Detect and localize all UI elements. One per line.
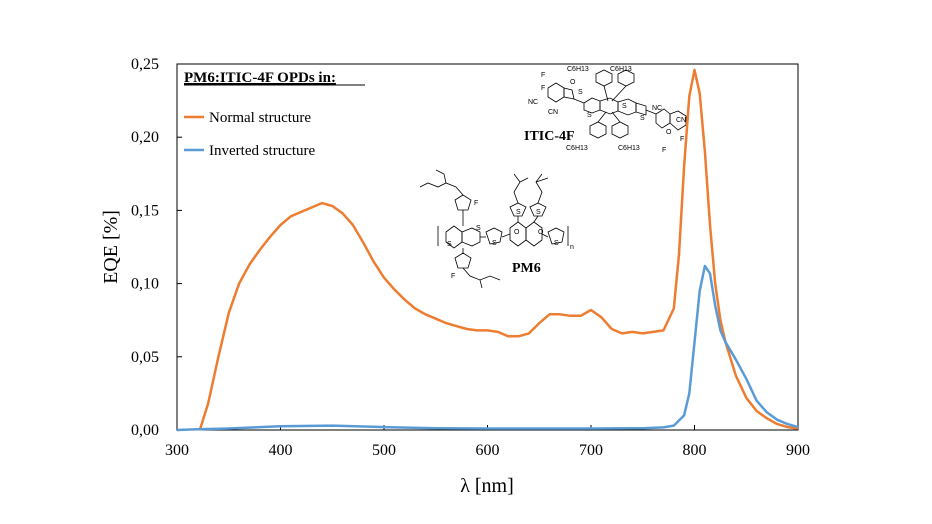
x-axis: 300 400 500 600 700 800 900	[165, 425, 810, 459]
x-tick-label: 700	[579, 442, 603, 459]
itic-atom: O	[570, 79, 576, 86]
itic-atom: C6H13	[566, 145, 588, 152]
itic-atom: F	[541, 85, 545, 92]
pm6-atom: S	[536, 209, 541, 216]
itic-atom: NC	[652, 105, 662, 112]
pm6-atom: S	[492, 240, 497, 247]
itic-atom: CN	[676, 117, 686, 124]
itic-atom: F	[662, 147, 666, 154]
itic-atom: C6H13	[567, 66, 589, 73]
y-tick-label: 0,05	[131, 349, 159, 366]
itic-atom: C6H13	[610, 66, 632, 73]
legend-label-inverted: Inverted structure	[209, 143, 316, 159]
x-axis-label: λ [nm]	[460, 475, 514, 497]
legend: PM6:ITIC-4F OPDs in: Normal structure In…	[184, 70, 365, 159]
itic-atom: CN	[548, 109, 558, 116]
itic-4f-label: ITIC-4F	[524, 129, 575, 144]
pm6-atom: F	[474, 200, 478, 207]
y-axis-label: EQE [%]	[100, 210, 122, 284]
x-tick-label: 400	[269, 442, 293, 459]
x-tick-label: 500	[372, 442, 396, 459]
itic-atom: C6H13	[618, 145, 640, 152]
x-tick-label: 900	[786, 442, 810, 459]
itic-atom: S	[622, 103, 627, 110]
legend-title: PM6:ITIC-4F OPDs in:	[184, 70, 336, 86]
y-tick-label: 0,15	[131, 202, 159, 219]
itic-atom: NC	[528, 99, 538, 106]
y-tick-label: 0,00	[131, 422, 159, 439]
y-tick-label: 0,10	[131, 276, 159, 293]
x-tick-label: 600	[476, 442, 500, 459]
y-tick-label: 0,20	[131, 129, 159, 146]
itic-4f-structure	[547, 69, 687, 139]
legend-label-normal: Normal structure	[209, 110, 311, 126]
y-tick-label: 0,25	[131, 56, 159, 73]
x-tick-label: 300	[165, 442, 189, 459]
pm6-atom: F	[451, 273, 455, 280]
pm6-structure	[419, 169, 569, 289]
pm6-atom: O	[538, 229, 544, 236]
pm6-atom: S	[476, 225, 481, 232]
itic-atom: O	[666, 129, 672, 136]
series-line-inverted	[176, 264, 799, 432]
itic-atom: S	[578, 89, 583, 96]
pm6-atom: S	[516, 209, 521, 216]
x-tick-label: 800	[683, 442, 707, 459]
pm6-atom: O	[514, 229, 520, 236]
series-line-normal	[198, 68, 799, 431]
itic-atom: F	[541, 72, 545, 79]
itic-atom: S	[640, 115, 645, 122]
series-lines	[176, 68, 799, 432]
pm6-atom: S	[447, 241, 452, 248]
itic-atom: F	[680, 136, 684, 143]
pm6-atom: S	[554, 240, 559, 247]
pm6-atom-labels: F F S S S S S S O O n PM6	[447, 200, 574, 280]
itic-4f-atom-labels: C6H13 C6H13 C6H13 C6H13 NC CN NC CN F F …	[524, 66, 686, 154]
pm6-label: PM6	[512, 261, 541, 276]
y-axis: 0,00 0,05 0,10 0,15 0,20 0,25	[131, 56, 182, 439]
pm6-atom: n	[570, 244, 574, 251]
itic-atom: S	[587, 112, 592, 119]
